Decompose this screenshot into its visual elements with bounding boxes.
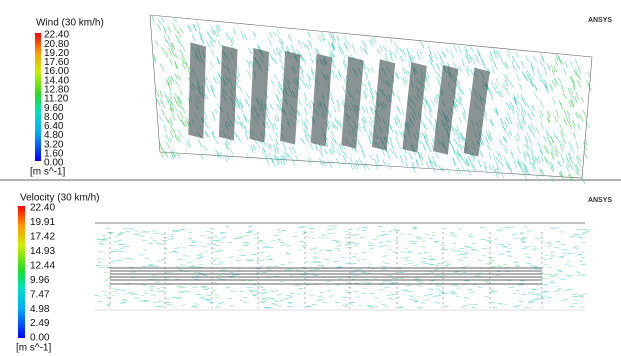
legend-label: 19.91 [30, 217, 55, 228]
legend-label: 4.98 [30, 304, 50, 315]
logo: ANSYS [588, 17, 612, 24]
legend-label: 14.93 [30, 246, 55, 257]
legend-label: 7.47 [30, 289, 50, 300]
legend-unit: [m s^-1] [16, 343, 51, 354]
legend-label: 2.49 [30, 318, 50, 329]
colorbar [18, 206, 25, 338]
logo: ANSYS [588, 197, 612, 204]
legend-label: 0.00 [44, 158, 64, 169]
legend-label: 17.42 [30, 232, 55, 243]
legend-label: 9.96 [30, 275, 50, 286]
legend-label: 22.40 [30, 203, 55, 214]
colorbar [35, 33, 41, 161]
screenshot: Wind (30 km/h) Velocity (30 km/h) [m s^-… [0, 0, 621, 356]
background [0, 0, 621, 356]
legend-label: 0.00 [30, 333, 50, 344]
plate [188, 42, 206, 138]
legend-label: 12.44 [30, 260, 55, 271]
legend-title: Wind (30 km/h) [36, 18, 104, 29]
